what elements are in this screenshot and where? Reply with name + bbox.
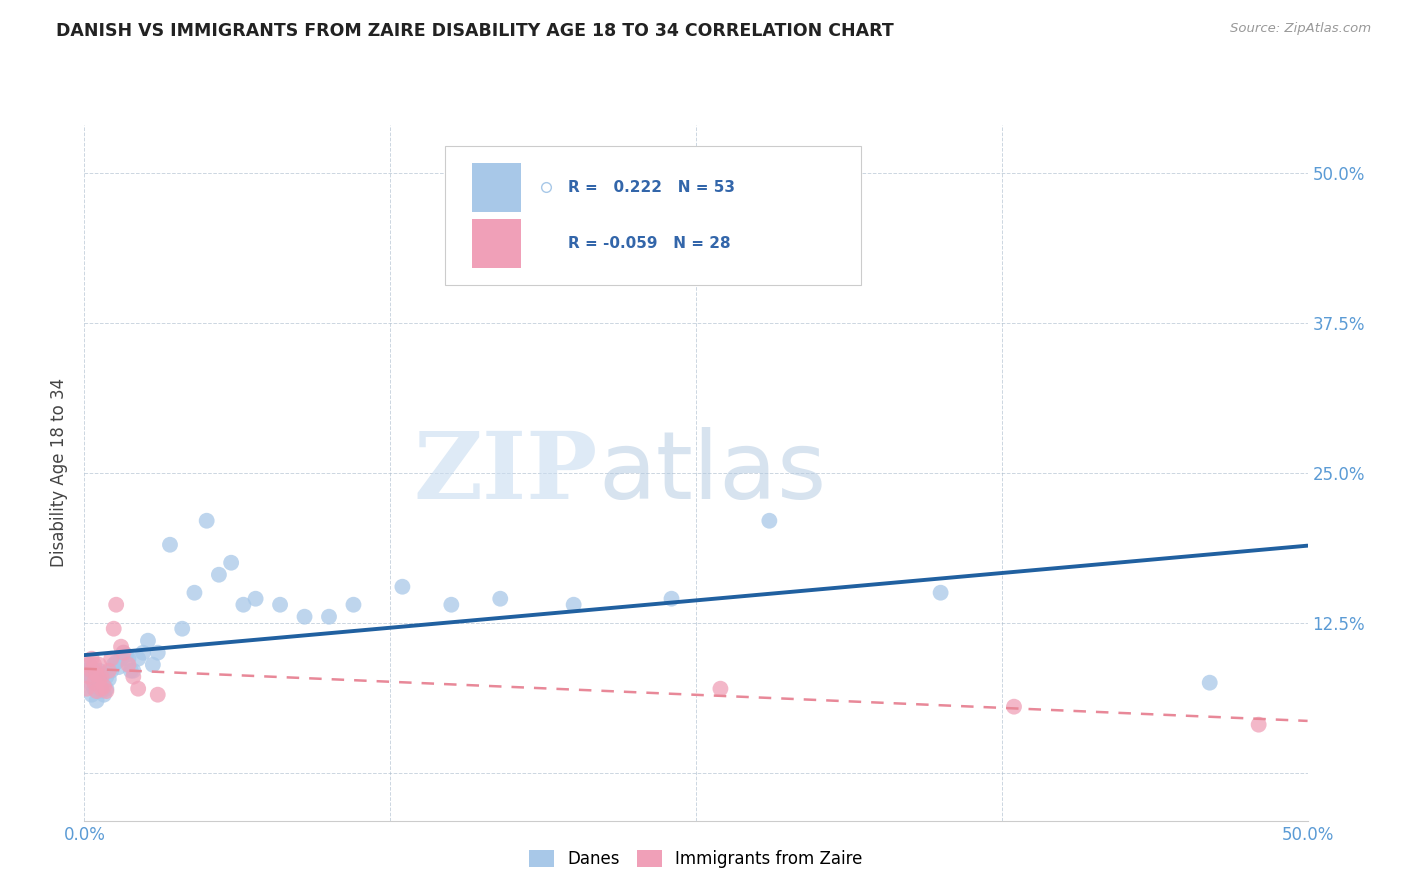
Point: [83, 675, 105, 690]
Point: [232, 598, 254, 612]
Text: Source: ZipAtlas.com: Source: ZipAtlas.com: [1230, 22, 1371, 36]
Legend: Danes, Immigrants from Zaire: Danes, Immigrants from Zaire: [523, 844, 869, 875]
FancyBboxPatch shape: [446, 145, 860, 285]
Point: [440, 598, 463, 612]
Point: [87, 675, 110, 690]
Point: [86, 670, 108, 684]
Point: [100, 651, 122, 665]
Point: [294, 609, 316, 624]
Point: [96, 670, 118, 684]
Point: [172, 622, 194, 636]
Point: [77, 657, 100, 672]
Point: [90, 675, 112, 690]
Point: [1198, 675, 1220, 690]
Point: [122, 664, 145, 678]
Point: [107, 660, 129, 674]
Point: [80, 670, 103, 684]
Point: [1247, 717, 1270, 731]
Point: [87, 672, 110, 686]
Point: [142, 657, 165, 672]
Text: R =   0.222   N = 53: R = 0.222 N = 53: [568, 180, 734, 195]
Point: [80, 651, 103, 665]
Point: [120, 664, 142, 678]
Point: [1002, 699, 1025, 714]
Point: [77, 675, 100, 690]
Point: [105, 655, 128, 669]
Text: atlas: atlas: [598, 426, 827, 519]
Point: [87, 657, 110, 672]
Point: [83, 664, 105, 678]
Point: [86, 684, 108, 698]
Point: [80, 664, 103, 678]
Point: [93, 667, 115, 681]
Point: [489, 591, 512, 606]
Point: [105, 598, 128, 612]
Point: [391, 580, 413, 594]
Point: [103, 657, 125, 672]
Point: [136, 633, 159, 648]
Point: [112, 646, 135, 660]
Point: [96, 684, 118, 698]
Point: [103, 622, 125, 636]
Point: [132, 646, 155, 660]
Point: [269, 598, 291, 612]
Point: [110, 651, 132, 665]
Point: [245, 591, 267, 606]
Point: [90, 670, 112, 684]
Point: [93, 679, 115, 693]
Point: [127, 651, 149, 665]
Text: R = -0.059   N = 28: R = -0.059 N = 28: [568, 235, 730, 251]
Point: [97, 664, 120, 678]
Y-axis label: Disability Age 18 to 34: Disability Age 18 to 34: [51, 378, 69, 567]
Point: [100, 664, 122, 678]
Point: [195, 514, 218, 528]
Point: [76, 664, 98, 678]
Point: [342, 598, 364, 612]
Point: [96, 681, 118, 696]
Point: [115, 648, 138, 662]
Point: [146, 646, 169, 660]
Point: [219, 556, 242, 570]
Point: [110, 640, 132, 654]
Point: [117, 657, 139, 672]
Point: [86, 667, 108, 681]
FancyBboxPatch shape: [472, 219, 522, 268]
Point: [87, 664, 110, 678]
Point: [159, 538, 181, 552]
Point: [183, 585, 205, 599]
Point: [77, 670, 100, 684]
Point: [661, 591, 683, 606]
FancyBboxPatch shape: [472, 163, 522, 212]
Point: [318, 609, 340, 624]
Point: [77, 657, 100, 672]
Point: [929, 585, 952, 599]
Point: [90, 684, 112, 698]
Point: [83, 657, 105, 672]
Point: [83, 681, 105, 696]
Point: [80, 688, 103, 702]
Point: [76, 681, 98, 696]
Point: [112, 646, 135, 660]
Point: [86, 694, 108, 708]
Point: [97, 672, 120, 686]
Point: [90, 681, 112, 696]
Point: [117, 651, 139, 665]
Point: [122, 670, 145, 684]
Text: DANISH VS IMMIGRANTS FROM ZAIRE DISABILITY AGE 18 TO 34 CORRELATION CHART: DANISH VS IMMIGRANTS FROM ZAIRE DISABILI…: [56, 22, 894, 40]
Point: [758, 514, 780, 528]
Point: [208, 567, 231, 582]
Point: [146, 688, 169, 702]
Point: [93, 688, 115, 702]
Point: [562, 598, 585, 612]
Point: [709, 681, 731, 696]
Point: [127, 681, 149, 696]
Text: ZIP: ZIP: [413, 428, 598, 517]
